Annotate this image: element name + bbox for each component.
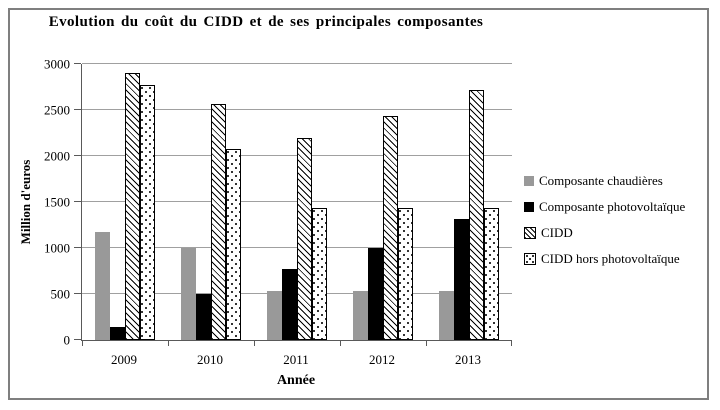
legend-swatch-composante-chaudieres [524, 176, 534, 186]
x-axis-tick-0 [82, 340, 83, 346]
legend-item-cidd-hors-photovoltaique: CIDD hors photovoltaïque [524, 246, 685, 272]
x-axis-tick-1 [168, 340, 169, 346]
y-tick-1500 [74, 201, 81, 202]
x-axis-tick-labels: 2009 2010 2011 2012 2013 [81, 352, 511, 368]
bar-cidd-hors-photovoltaique-2010 [226, 148, 241, 340]
bar-cidd-hors-photovoltaique-2013 [484, 208, 499, 340]
y-tick-label-2000: 2000 [44, 148, 70, 164]
bar-cidd-2012 [383, 116, 398, 340]
x-tick-label-2011: 2011 [283, 352, 309, 367]
x-tick-label-2013: 2013 [455, 352, 481, 367]
bar-cidd-2011 [297, 137, 312, 340]
x-tick-label-2009: 2009 [111, 352, 137, 367]
y-tick-0 [74, 339, 81, 340]
bar-group-2011 [254, 64, 340, 340]
y-tick-2500 [74, 109, 81, 110]
y-tick-label-1000: 1000 [44, 240, 70, 256]
gridline-2500 [82, 109, 512, 110]
legend-item-cidd: CIDD [524, 220, 685, 246]
legend-swatch-cidd [524, 227, 536, 239]
bar-composante-chaudieres-2012 [353, 291, 368, 340]
bar-composante-photovoltaique-2011 [282, 269, 297, 340]
x-tick-label-2010: 2010 [197, 352, 223, 367]
legend-item-composante-photovoltaique: Composante photovoltaïque [524, 194, 685, 220]
y-tick-label-3000: 3000 [44, 56, 70, 72]
gridline-3000 [82, 63, 512, 64]
legend-item-composante-chaudieres: Composante chaudières [524, 168, 685, 194]
bar-composante-chaudieres-2010 [181, 248, 196, 340]
x-axis-tick-2 [254, 340, 255, 346]
bar-composante-photovoltaique-2010 [196, 294, 211, 340]
bar-composante-chaudieres-2011 [267, 291, 282, 340]
legend-label-composante-chaudieres: Composante chaudières [539, 173, 663, 188]
plot-area [81, 63, 512, 346]
bar-group-2013 [426, 64, 512, 340]
legend: Composante chaudières Composante photovol… [524, 168, 685, 272]
legend-label-cidd-hors-photovoltaique: CIDD hors photovoltaïque [541, 251, 680, 266]
y-tick-1000 [74, 247, 81, 248]
legend-swatch-cidd-hors-photovoltaique [524, 253, 536, 265]
bar-cidd-2010 [211, 103, 226, 340]
bar-cidd-hors-photovoltaique-2012 [398, 208, 413, 340]
bar-cidd-hors-photovoltaique-2009 [140, 85, 155, 340]
y-tick-label-0: 0 [63, 332, 71, 348]
bar-cidd-2009 [125, 73, 140, 340]
bar-group-2012 [340, 64, 426, 340]
bar-composante-chaudieres-2009 [95, 232, 110, 340]
y-axis-tick-labels: 0 500 1000 1500 2000 2500 3000 [0, 58, 72, 347]
y-tick-label-500: 500 [50, 286, 71, 302]
legend-label-cidd: CIDD [541, 225, 573, 240]
x-tick-label-2012: 2012 [369, 352, 395, 367]
bar-composante-chaudieres-2013 [439, 291, 454, 340]
chart-title: Evolution du coût du CIDD et de ses prin… [48, 14, 484, 30]
y-tick-3000 [74, 63, 81, 64]
bar-cidd-hors-photovoltaique-2011 [312, 208, 327, 340]
legend-label-composante-photovoltaique: Composante photovoltaïque [539, 199, 686, 214]
bar-composante-photovoltaique-2009 [110, 327, 125, 340]
bar-cidd-2013 [469, 89, 484, 340]
x-axis-tick-5 [511, 340, 512, 346]
x-axis-title: Année [276, 373, 316, 388]
y-tick-label-1500: 1500 [44, 194, 70, 210]
y-tick-label-2500: 2500 [44, 102, 70, 118]
bar-group-2010 [168, 64, 254, 340]
x-axis-tick-4 [426, 340, 427, 346]
chart-border [8, 8, 709, 400]
x-axis-tick-3 [340, 340, 341, 346]
bar-group-2009 [82, 64, 168, 340]
legend-swatch-composante-photovoltaique [524, 202, 534, 212]
bar-composante-photovoltaique-2012 [368, 248, 383, 340]
y-tick-2000 [74, 155, 81, 156]
bar-composante-photovoltaique-2013 [454, 218, 469, 340]
y-tick-500 [74, 293, 81, 294]
y-axis-tick-marks [74, 63, 81, 340]
